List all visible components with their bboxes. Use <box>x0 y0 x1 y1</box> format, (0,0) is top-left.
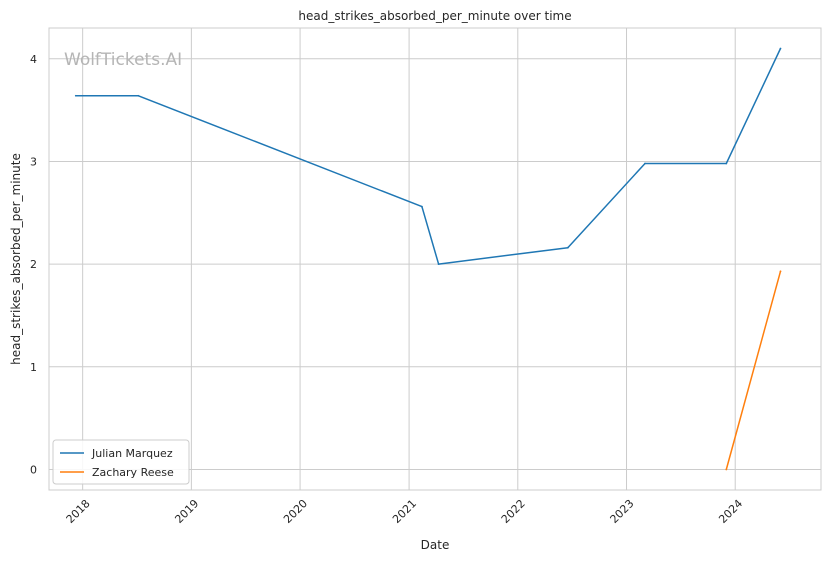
legend-label-zachary-reese: Zachary Reese <box>92 466 174 479</box>
y-axis-label: head_strikes_absorbed_per_minute <box>9 153 23 365</box>
legend-label-julian-marquez: Julian Marquez <box>91 447 173 460</box>
data-point-julian-marquez-1 <box>137 94 140 97</box>
x-tick-label-2024: 2024 <box>716 497 745 526</box>
y-tick-label-3: 3 <box>30 155 37 168</box>
data-point-julian-marquez-2 <box>420 205 423 208</box>
x-tick-label-2020: 2020 <box>281 497 310 526</box>
x-tick-label-2018: 2018 <box>64 497 93 526</box>
legend-box <box>52 439 190 485</box>
chart-title: head_strikes_absorbed_per_minute over ti… <box>298 9 571 23</box>
data-point-zachary-reese-1 <box>779 270 782 273</box>
x-tick-label-2021: 2021 <box>390 497 419 526</box>
data-point-julian-marquez-7 <box>779 47 782 50</box>
legend: Julian Marquez Zachary Reese <box>52 439 190 485</box>
watermark: WolfTickets.AI <box>64 50 182 70</box>
plot-area <box>48 27 822 491</box>
data-point-julian-marquez-4 <box>566 246 569 249</box>
y-tick-label-0: 0 <box>30 463 37 476</box>
series-line-zachary-reese <box>725 271 782 470</box>
x-tick-label-2022: 2022 <box>499 497 528 526</box>
x-tick-label-2019: 2019 <box>172 497 201 526</box>
data-point-julian-marquez-0 <box>74 94 77 97</box>
y-tick-label-1: 1 <box>30 361 37 374</box>
grid <box>49 28 821 490</box>
y-tick-label-4: 4 <box>30 53 37 66</box>
data-point-julian-marquez-5 <box>644 162 646 165</box>
y-tick-label-2: 2 <box>30 258 37 271</box>
x-tick-label-2023: 2023 <box>608 497 637 526</box>
data-point-julian-marquez-6 <box>725 162 728 165</box>
series-lines <box>74 47 782 471</box>
data-point-zachary-reese-0 <box>725 468 728 471</box>
data-point-julian-marquez-3 <box>437 263 440 266</box>
series-line-julian-marquez <box>75 48 782 265</box>
x-axis-label: Date <box>421 538 450 552</box>
